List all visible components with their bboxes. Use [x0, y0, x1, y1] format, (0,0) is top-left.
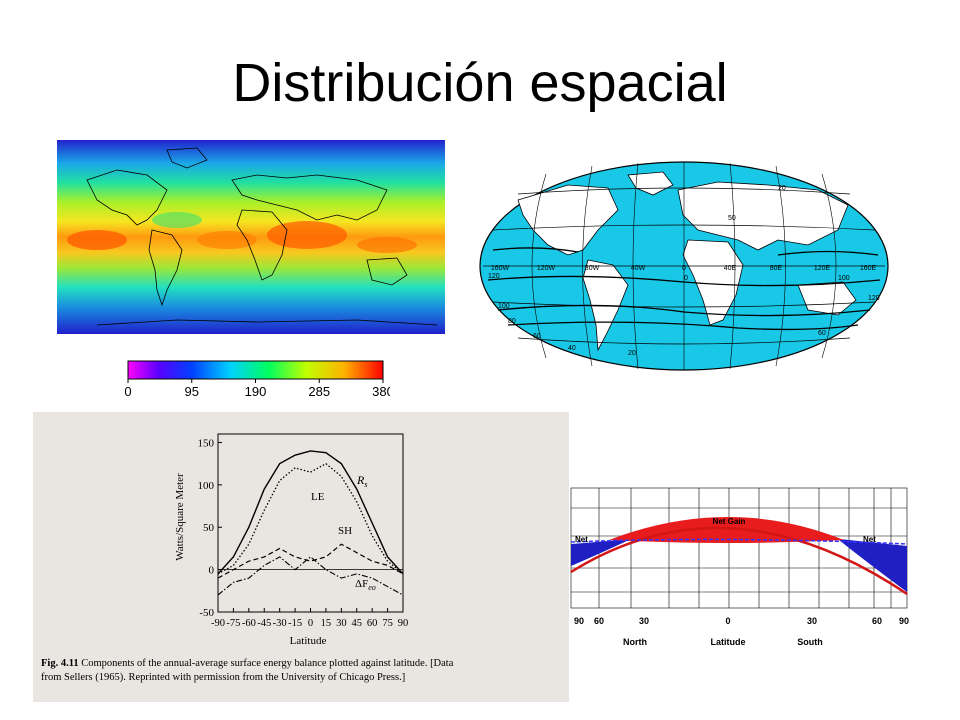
y-tick-label: 150: [198, 437, 215, 449]
x-tick-label: -45: [257, 618, 271, 629]
x-tick-label: 0: [725, 616, 730, 626]
meridian-label: 120W: [537, 265, 556, 272]
series-line: [217, 556, 404, 596]
x-tick-label: 15: [321, 618, 332, 629]
x-tick-label: -30: [273, 618, 287, 629]
colorbar-tick-label: 190: [245, 384, 267, 399]
contour-value-label: 60: [533, 333, 541, 340]
x-tick-label: 60: [872, 616, 882, 626]
x-label-latitude: Latitude: [711, 637, 746, 647]
colorbar-tick-label: 95: [185, 384, 199, 399]
net-gain-label: Net Gain: [713, 517, 746, 526]
colorbar-tick-label: 285: [308, 384, 330, 399]
meridian-label: 80W: [585, 265, 600, 272]
x-tick-label: -90: [211, 618, 225, 629]
contour-value-label: 80: [508, 318, 516, 325]
meridian-label: 80E: [770, 265, 783, 272]
contour-value-label: 20: [628, 350, 636, 357]
meridians: [531, 162, 837, 370]
meridian-label: 160W: [491, 265, 510, 272]
contour-value-label: 40: [568, 345, 576, 352]
svg-text:Rs: Rs: [356, 473, 367, 489]
y-tick-label: -50: [199, 607, 214, 619]
series-label-df: ΔFeo: [355, 578, 376, 592]
colorbar: 0 95 190 285 380: [124, 360, 390, 399]
sellers-figure: -50 0 50 100 150 -90 -75 -60 -45 -30 -15 0 15 30 45 60 7…: [33, 412, 569, 702]
x-tick-label: 30: [336, 618, 347, 629]
sellers-figure-page: -50 0 50 100 150 -90 -75 -60 -45 -30 -15 0 15 30 45 60 7…: [33, 412, 569, 702]
contour-value-label: 0: [684, 275, 688, 282]
series-line: [217, 543, 404, 579]
figure-caption-line-2: from Sellers (1965). Reprinted with perm…: [41, 672, 405, 683]
net-loss-right-label: Net: [863, 535, 876, 544]
meridian-label: 40E: [724, 265, 737, 272]
colorbar-tick-label: 0: [124, 384, 131, 399]
x-label-north: North: [623, 637, 647, 647]
solar-radiation-heatmap: [57, 140, 445, 334]
series-label-le: LE: [311, 491, 325, 503]
contour-value-label: 100: [838, 275, 850, 282]
x-tick-label: -60: [242, 618, 256, 629]
robinson-map: 160W 120W 80W 40W 0 40E 80E 120E 160E 120 100 80 60…: [479, 161, 889, 371]
colorbar-tick-label: 380: [372, 384, 390, 399]
x-tick-label: 30: [807, 616, 817, 626]
series-label-rs: Rs: [356, 473, 367, 489]
slide-title: Distribución espacial: [232, 53, 728, 113]
net-loss-left-label: Net: [575, 535, 588, 544]
x-tick-label: 90: [398, 618, 409, 629]
contour-value-label: 20: [778, 185, 786, 192]
net-loss-left-area: [571, 539, 629, 566]
x-tick-label: 60: [367, 618, 378, 629]
contour-value-label: 120: [868, 295, 880, 302]
outgoing-radiation-curve: [570, 538, 908, 545]
contour-value-label: 100: [498, 303, 510, 310]
x-tick-label: -75: [226, 618, 240, 629]
contour-value-label: 50: [728, 215, 736, 222]
meridian-label: 120E: [814, 265, 831, 272]
net-gain-chart: Net Gain Net Net 90 60 30 0 30 60 90 North Lat…: [569, 484, 914, 656]
x-tick-label: -15: [288, 618, 302, 629]
x-tick-label: 90: [574, 616, 584, 626]
y-axis-label: Watts/Square Meter: [174, 473, 186, 561]
figure-caption-line-1: Fig. 4.11 Components of the annual-avera…: [41, 658, 454, 669]
x-label-south: South: [797, 637, 823, 647]
x-tick-label: 0: [308, 618, 313, 629]
contour-value-label: 60: [818, 330, 826, 337]
x-tick-label: 75: [382, 618, 393, 629]
meridian-label: 0: [682, 265, 686, 272]
y-tick-label: 100: [198, 480, 215, 492]
net-loss-right-area: [839, 539, 907, 592]
meridian-label: 40W: [631, 265, 646, 272]
contour-value-label: 120: [488, 273, 500, 280]
x-tick-label: 90: [899, 616, 909, 626]
series-line: [217, 450, 404, 575]
meridian-label: 160E: [860, 265, 877, 272]
x-axis-label: Latitude: [290, 635, 327, 647]
y-tick-label: 50: [203, 522, 215, 534]
x-tick-label: 45: [352, 618, 363, 629]
x-tick-label: 60: [594, 616, 604, 626]
y-tick-label: 0: [209, 565, 215, 577]
series-label-sh: SH: [338, 525, 352, 537]
svg-text:ΔFeo: ΔFeo: [355, 578, 376, 592]
continent-outlines: [86, 147, 438, 326]
incoming-radiation-curve: [570, 526, 908, 596]
x-tick-label: 30: [639, 616, 649, 626]
colorbar-gradient: [127, 360, 384, 380]
continents: [517, 171, 857, 352]
contours: [487, 247, 881, 331]
